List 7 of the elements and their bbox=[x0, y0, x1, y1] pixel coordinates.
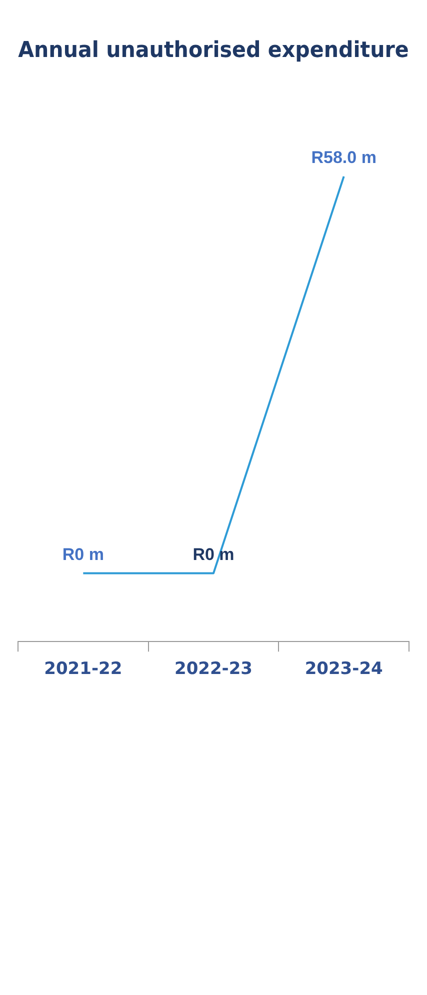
x-tick-label: 2023-24 bbox=[304, 659, 384, 680]
x-tick-label: 2022-23 bbox=[174, 659, 253, 680]
data-label: R0 m bbox=[62, 544, 104, 564]
x-tick-label: 2021-22 bbox=[44, 659, 122, 680]
data-label: R58.0 m bbox=[311, 148, 376, 168]
data-label: R0 m bbox=[192, 544, 234, 564]
chart-title: Annual unauthorised expenditure bbox=[18, 37, 409, 64]
